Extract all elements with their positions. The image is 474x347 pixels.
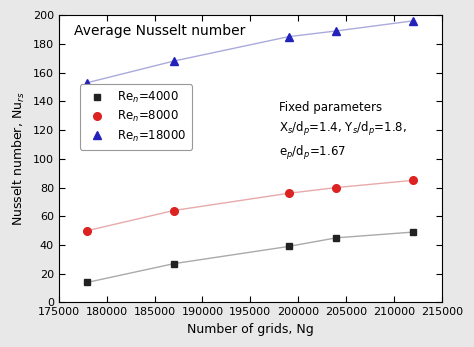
Re$_n$=18000 bbox=[85, 81, 91, 85]
Line: Re$_n$=4000: Re$_n$=4000 bbox=[84, 229, 416, 286]
Legend: Re$_n$=4000, Re$_n$=8000, Re$_n$=18000: Re$_n$=4000, Re$_n$=8000, Re$_n$=18000 bbox=[80, 84, 192, 150]
Y-axis label: Nusselt number, Nu$_{rs}$: Nusselt number, Nu$_{rs}$ bbox=[11, 92, 27, 226]
Re$_n$=8000 bbox=[286, 191, 292, 195]
Re$_n$=18000 bbox=[286, 35, 292, 39]
Re$_n$=4000 bbox=[286, 244, 292, 248]
Re$_n$=8000 bbox=[410, 178, 416, 183]
Text: Fixed parameters
X$_s$/d$_p$=1.4, Y$_s$/d$_p$=1.8,
e$_p$/d$_p$=1.67: Fixed parameters X$_s$/d$_p$=1.4, Y$_s$/… bbox=[279, 101, 407, 162]
X-axis label: Number of grids, Ng: Number of grids, Ng bbox=[187, 323, 314, 336]
Re$_n$=8000 bbox=[171, 209, 176, 213]
Line: Re$_n$=18000: Re$_n$=18000 bbox=[84, 17, 417, 86]
Re$_n$=18000 bbox=[410, 19, 416, 23]
Re$_n$=4000 bbox=[85, 280, 91, 285]
Re$_n$=8000 bbox=[85, 229, 91, 233]
Text: Average Nusselt number: Average Nusselt number bbox=[74, 24, 246, 38]
Line: Re$_n$=8000: Re$_n$=8000 bbox=[84, 177, 417, 235]
Re$_n$=4000 bbox=[171, 262, 176, 266]
Re$_n$=18000 bbox=[171, 59, 176, 63]
Re$_n$=8000 bbox=[334, 185, 339, 189]
Re$_n$=4000 bbox=[410, 230, 416, 234]
Re$_n$=4000 bbox=[334, 236, 339, 240]
Re$_n$=18000 bbox=[334, 29, 339, 33]
